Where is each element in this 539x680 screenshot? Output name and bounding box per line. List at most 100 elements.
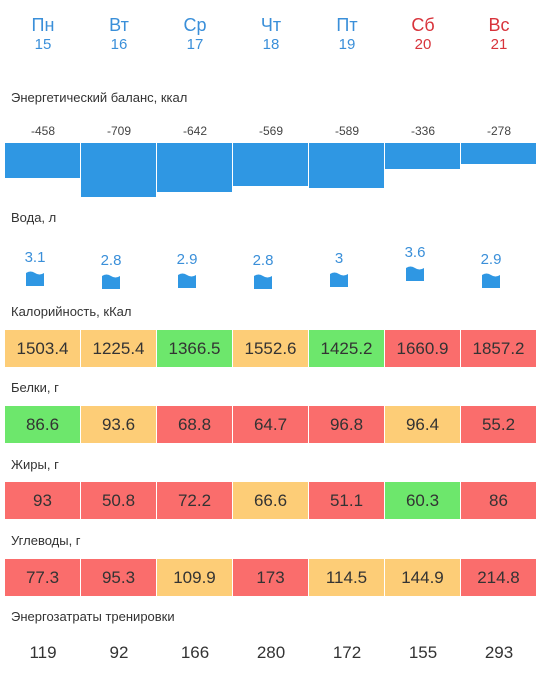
fats-row: 93 50.8 72.2 66.6 51.1 60.3 86: [5, 482, 537, 519]
water-value: 3.1: [24, 249, 46, 266]
calories-cell: 1857.2: [461, 330, 536, 367]
day-column[interactable]: Пт 19: [309, 14, 385, 54]
energy-balance-bar: [81, 143, 156, 197]
training-value: 280: [256, 643, 286, 662]
training-value: 172: [332, 643, 362, 662]
calories-cell: 1503.4: [5, 330, 80, 367]
training-value: 293: [484, 643, 514, 662]
proteins-cell: 86.6: [5, 406, 80, 443]
day-name: Ср: [183, 15, 207, 35]
water-cell: 2.8: [233, 248, 309, 298]
carbs-cell: 173: [233, 559, 308, 596]
proteins-cell: 96.8: [309, 406, 384, 443]
proteins-cell: 55.2: [461, 406, 536, 443]
proteins-cell: 96.4: [385, 406, 460, 443]
energy-balance-value: -458: [30, 124, 56, 138]
water-glass-icon: [482, 273, 500, 288]
energy-balance-bar: [233, 143, 308, 186]
day-name: Вс: [488, 15, 510, 35]
water-glass-icon: [102, 274, 120, 289]
day-column[interactable]: Пн 15: [5, 14, 81, 54]
water-value: 2.8: [100, 252, 122, 269]
day-name: Пн: [31, 15, 55, 35]
calories-row: 1503.4 1225.4 1366.5 1552.6 1425.2 1660.9 1857…: [5, 330, 537, 367]
energy-balance-bar: [461, 143, 536, 164]
water-glass-icon: [406, 266, 424, 281]
day-column[interactable]: Сб 20: [385, 14, 461, 54]
energy-balance-value: -589: [334, 124, 360, 138]
water-value: 3.6: [404, 244, 426, 261]
water-cell: 2.9: [157, 248, 233, 298]
water-glass-icon: [254, 274, 272, 289]
carbs-cell: 109.9: [157, 559, 232, 596]
energy-balance-value: -709: [106, 124, 132, 138]
day-date: 15: [34, 36, 52, 53]
day-column[interactable]: Чт 18: [233, 14, 309, 54]
day-column[interactable]: Вс 21: [461, 14, 537, 54]
energy-balance-bars: [5, 143, 537, 197]
fats-cell: 66.6: [233, 482, 308, 519]
energy-balance-title: Энергетический баланс, ккал: [11, 90, 188, 105]
carbs-cell: 77.3: [5, 559, 80, 596]
day-date: 16: [110, 36, 128, 53]
water-row: 3.1 2.8 2.9 2.8 3 3.6 2.9: [5, 244, 537, 298]
water-glass-icon: [26, 271, 44, 286]
proteins-title: Белки, г: [11, 380, 59, 395]
water-cell: 2.9: [461, 248, 537, 298]
energy-balance-bar: [5, 143, 80, 178]
calories-cell: 1366.5: [157, 330, 232, 367]
calories-cell: 1225.4: [81, 330, 156, 367]
carbs-cell: 114.5: [309, 559, 384, 596]
energy-balance-value: -278: [486, 124, 512, 138]
water-cell: 3.6: [385, 244, 461, 298]
proteins-cell: 68.8: [157, 406, 232, 443]
fats-cell: 72.2: [157, 482, 232, 519]
carbs-cell: 144.9: [385, 559, 460, 596]
day-name: Чт: [260, 15, 282, 35]
energy-balance-value: -642: [182, 124, 208, 138]
energy-balance-value: -336: [410, 124, 436, 138]
calories-cell: 1552.6: [233, 330, 308, 367]
energy-balance-bar: [385, 143, 460, 169]
day-date: 21: [490, 36, 508, 53]
calories-title: Калорийность, кКал: [11, 304, 132, 319]
training-value: 119: [29, 643, 57, 662]
energy-balance-bar: [309, 143, 384, 188]
carbs-cell: 214.8: [461, 559, 536, 596]
day-column[interactable]: Ср 17: [157, 14, 233, 54]
calories-cell: 1425.2: [309, 330, 384, 367]
fats-cell: 51.1: [309, 482, 384, 519]
fats-cell: 86: [461, 482, 536, 519]
energy-balance-bar: [157, 143, 232, 192]
calories-cell: 1660.9: [385, 330, 460, 367]
water-value: 2.9: [480, 251, 502, 268]
training-row: 119 92 166 280 172 155 293: [5, 643, 537, 663]
energy-balance-values: -458 -709 -642 -569 -589 -336 -278: [5, 124, 537, 138]
carbs-title: Углеводы, г: [11, 533, 81, 548]
water-title: Вода, л: [11, 210, 57, 225]
carbs-cell: 95.3: [81, 559, 156, 596]
carbs-row: 77.3 95.3 109.9 173 114.5 144.9 214.8: [5, 559, 537, 596]
fats-title: Жиры, г: [11, 457, 59, 472]
water-cell: 2.8: [81, 248, 157, 298]
water-value: 3: [334, 250, 344, 267]
training-value: 92: [109, 643, 129, 662]
day-name: Пт: [336, 15, 358, 35]
day-column[interactable]: Вт 16: [81, 14, 157, 54]
days-header: Пн 15 Вт 16 Ср 17 Чт 18 Пт 19 Сб 20 Вс 21: [5, 14, 537, 54]
fats-cell: 60.3: [385, 482, 460, 519]
water-glass-icon: [178, 273, 196, 288]
training-title: Энергозатраты тренировки: [11, 609, 175, 624]
day-date: 19: [338, 36, 356, 53]
day-date: 18: [262, 36, 280, 53]
fats-cell: 50.8: [81, 482, 156, 519]
proteins-cell: 93.6: [81, 406, 156, 443]
water-value: 2.8: [252, 252, 274, 269]
proteins-row: 86.6 93.6 68.8 64.7 96.8 96.4 55.2: [5, 406, 537, 443]
proteins-cell: 64.7: [233, 406, 308, 443]
water-cell: 3: [309, 248, 385, 298]
day-name: Сб: [411, 15, 435, 35]
energy-balance-value: -569: [258, 124, 284, 138]
water-glass-icon: [330, 272, 348, 287]
